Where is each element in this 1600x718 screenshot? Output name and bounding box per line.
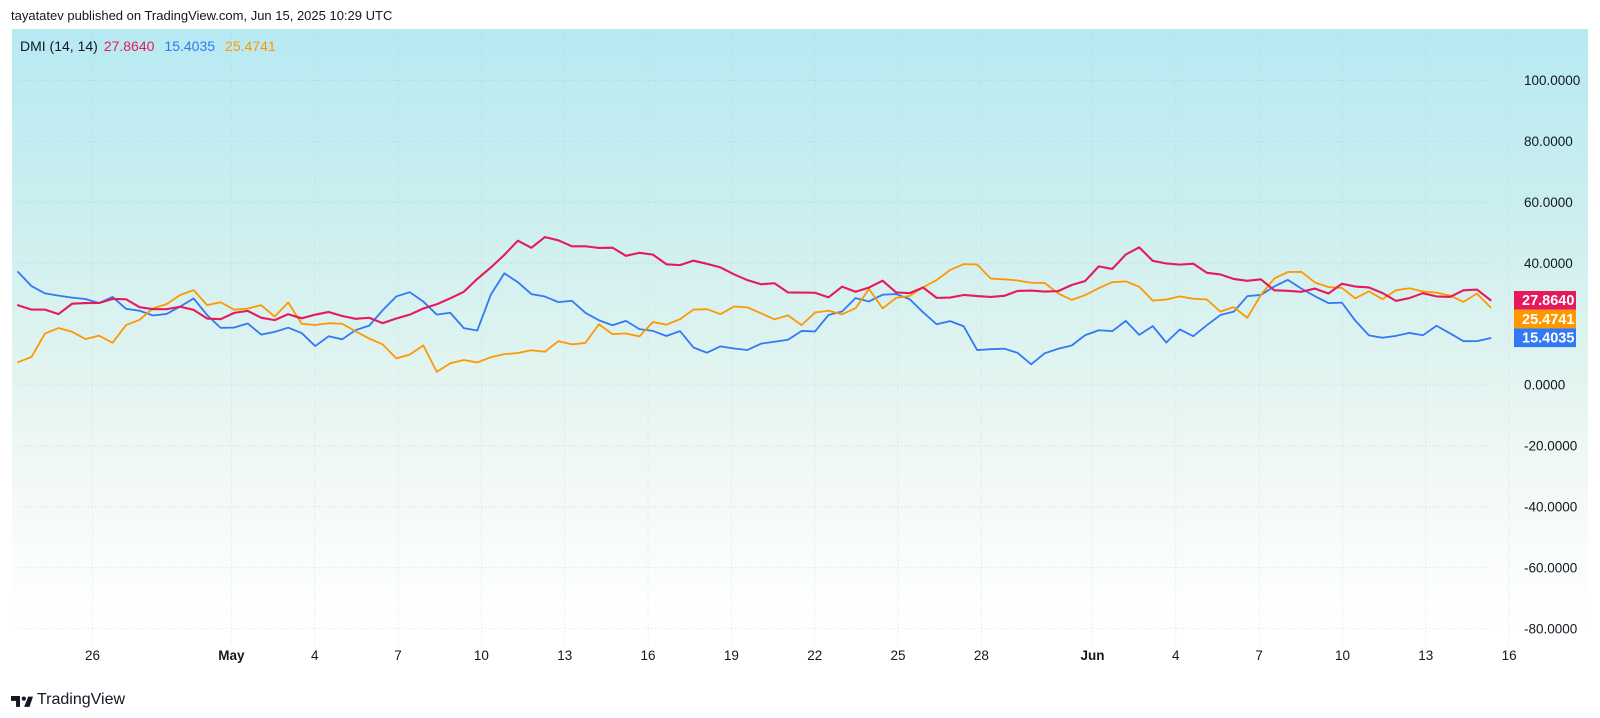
svg-text:28: 28 [974, 648, 989, 663]
svg-text:4: 4 [311, 648, 319, 663]
svg-text:7: 7 [1255, 648, 1263, 663]
svg-text:100.0000: 100.0000 [1524, 73, 1580, 88]
svg-text:-80.0000: -80.0000 [1524, 621, 1577, 636]
svg-text:Jun: Jun [1080, 648, 1104, 663]
svg-text:10: 10 [474, 648, 489, 663]
svg-text:25.4741: 25.4741 [1522, 312, 1574, 328]
svg-text:10: 10 [1335, 648, 1350, 663]
svg-text:60.0000: 60.0000 [1524, 195, 1573, 210]
svg-text:4: 4 [1172, 648, 1180, 663]
svg-text:22: 22 [807, 648, 822, 663]
svg-text:25: 25 [891, 648, 906, 663]
svg-text:13: 13 [557, 648, 572, 663]
svg-text:May: May [218, 648, 245, 663]
svg-text:0.0000: 0.0000 [1524, 378, 1565, 393]
svg-text:26: 26 [85, 648, 100, 663]
svg-text:15.4035: 15.4035 [1522, 331, 1574, 347]
svg-text:7: 7 [394, 648, 402, 663]
svg-text:-40.0000: -40.0000 [1524, 500, 1577, 515]
svg-text:80.0000: 80.0000 [1524, 134, 1573, 149]
svg-text:27.8640: 27.8640 [1522, 293, 1574, 309]
svg-text:16: 16 [1502, 648, 1517, 663]
svg-text:-20.0000: -20.0000 [1524, 439, 1577, 454]
svg-text:19: 19 [724, 648, 739, 663]
svg-text:-60.0000: -60.0000 [1524, 560, 1577, 575]
svg-text:40.0000: 40.0000 [1524, 256, 1573, 271]
svg-text:16: 16 [641, 648, 656, 663]
svg-text:13: 13 [1418, 648, 1433, 663]
